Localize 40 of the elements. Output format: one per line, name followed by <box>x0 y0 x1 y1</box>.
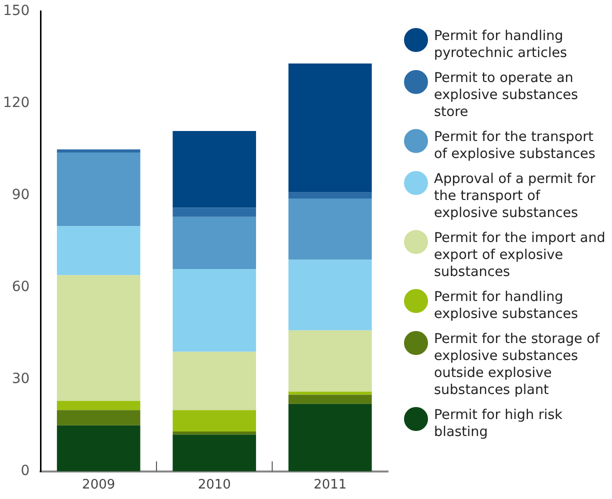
legend-label: Permit for the import and export of explosive substances <box>434 230 606 281</box>
y-tick-label: 0 <box>20 463 30 480</box>
y-tick-label: 120 <box>2 95 30 112</box>
legend-label: Approval of a permit for the transport of explosive substances <box>434 171 596 222</box>
y-tick-label: 30 <box>12 371 30 388</box>
bar <box>172 434 256 472</box>
bar <box>172 432 256 435</box>
bar <box>288 404 372 472</box>
x-tick-label: 2009 <box>82 478 116 493</box>
y-tick-label: 90 <box>12 187 30 204</box>
legend-label: Permit for the transport of explosive substances <box>434 129 596 163</box>
bar <box>288 64 372 192</box>
legend-label: Permit for high risk blasting <box>434 407 564 441</box>
bar <box>56 152 140 226</box>
bar <box>56 275 140 401</box>
legend-label: Permit for the storage of explosive substances outside explosive substances plant <box>434 331 601 399</box>
legend-label: Permit for handling explosive substances <box>434 289 580 323</box>
bar <box>172 216 256 269</box>
bar <box>172 269 256 352</box>
x-tick-label: 2010 <box>198 478 231 493</box>
bar <box>56 149 140 152</box>
bar <box>56 400 140 410</box>
bar <box>288 330 372 392</box>
bar <box>288 192 372 198</box>
bar <box>172 352 256 410</box>
legend-label: Permit for handling pyrotechnic articles <box>434 28 568 62</box>
bar <box>172 208 256 217</box>
bar <box>288 260 372 330</box>
y-tick-label: 60 <box>12 279 30 296</box>
bar <box>288 392 372 395</box>
y-tick-label: 150 <box>2 3 30 20</box>
bar <box>172 410 256 432</box>
x-tick-label: 2011 <box>314 478 347 493</box>
bar <box>56 410 140 426</box>
bar <box>56 425 140 472</box>
bar <box>288 394 372 404</box>
bar <box>56 226 140 276</box>
bar <box>172 131 256 208</box>
legend-label: Permit to operate an explosive substances store <box>434 70 580 121</box>
bar <box>288 198 372 260</box>
